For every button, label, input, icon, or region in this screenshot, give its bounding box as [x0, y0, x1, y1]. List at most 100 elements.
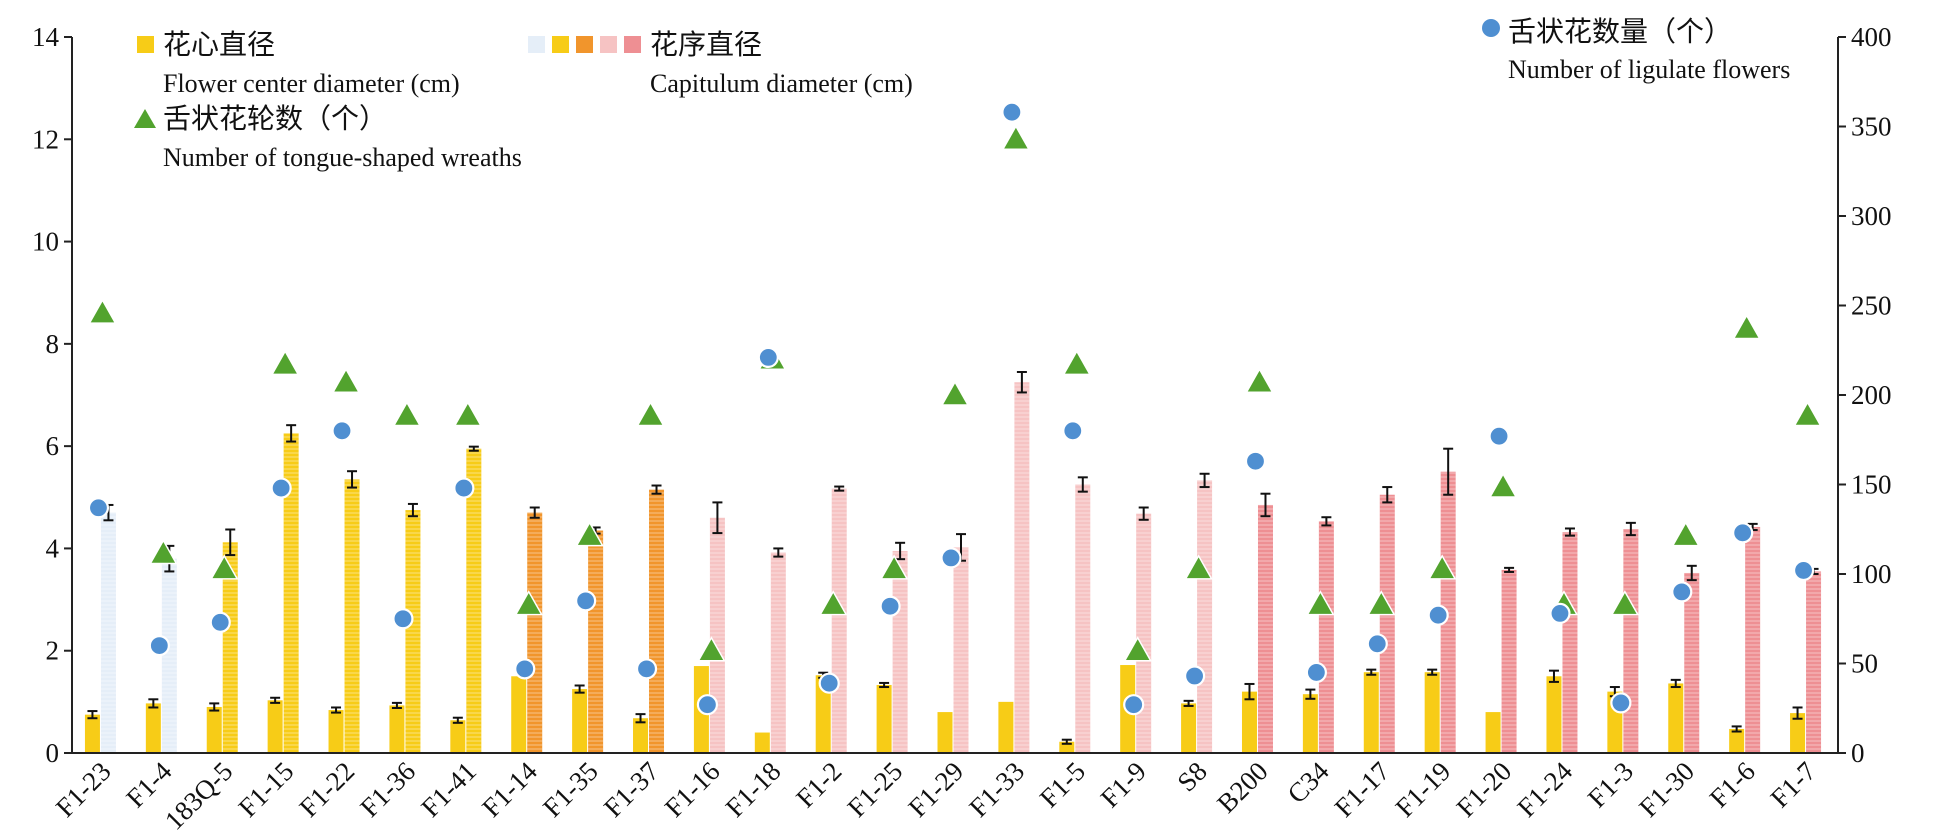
flower-center-bar	[1790, 713, 1806, 753]
left-tick-label: 4	[46, 533, 60, 563]
capitulum-error-bar	[1016, 370, 1027, 394]
x-tick-label: F1-35	[537, 756, 604, 823]
x-tick-label: F1-17	[1329, 756, 1396, 823]
x-tick-label: F1-2	[790, 756, 847, 813]
flower-center-bar	[1059, 741, 1075, 753]
ligulate-count-marker	[1732, 522, 1754, 544]
legend-capitulum-swatch	[576, 36, 593, 53]
capitulum-bar-texture	[1806, 571, 1822, 753]
ligulate-count-marker	[879, 595, 901, 617]
ligulate-count-marker	[1062, 420, 1084, 442]
ligulate-count-marker	[453, 477, 475, 499]
flower-center-bar	[84, 714, 100, 753]
wreath-count-marker	[940, 380, 970, 406]
flower-center-bar	[1181, 703, 1197, 753]
x-tick-label: F1-3	[1582, 756, 1639, 813]
wreath-count-marker	[1062, 349, 1092, 376]
legend-flower-center-en: Flower center diameter (cm)	[163, 69, 460, 98]
flower-center-error-bar	[452, 716, 463, 724]
capitulum-error-bar	[1382, 486, 1393, 504]
capitulum-error-bar	[529, 506, 540, 519]
capitulum-error-bar	[834, 485, 845, 492]
wreath-count-marker	[1245, 367, 1274, 393]
capitulum-bar-texture	[405, 510, 421, 753]
x-tick-label: F1-41	[415, 756, 482, 823]
ligulate-count-marker	[1610, 692, 1632, 714]
capitulum-bar-texture	[1257, 504, 1273, 753]
flower-center-bar	[511, 676, 527, 753]
ligulate-count-marker	[1488, 425, 1510, 447]
x-tick-label: F1-7	[1765, 756, 1822, 813]
flower-center-bar	[389, 705, 405, 753]
x-tick-label: F1-18	[720, 756, 787, 823]
capitulum-error-bar	[1443, 447, 1454, 496]
wreath-count-marker	[453, 400, 483, 427]
flower-center-error-bar	[209, 702, 220, 712]
legend-wreaths-zh: 舌状花轮数（个）	[163, 102, 387, 135]
flower-center-bar	[450, 720, 466, 753]
flower-center-bar	[754, 732, 770, 753]
capitulum-error-bar	[1138, 506, 1149, 521]
capitulum-bar-texture	[1623, 528, 1639, 753]
wreath-count-marker	[1427, 554, 1457, 580]
x-tick-label: S8	[1171, 756, 1212, 797]
ligulate-count-marker	[1183, 665, 1206, 687]
x-tick-label: F1-5	[1034, 756, 1091, 813]
x-tick-label: F1-37	[598, 756, 665, 823]
ligulate-count-marker	[575, 590, 597, 612]
right-tick-label: 50	[1851, 649, 1878, 679]
flower-center-bar	[1485, 712, 1501, 753]
capitulum-error-bar	[1077, 476, 1088, 493]
wreath-count-marker	[149, 539, 178, 565]
capitulum-bar-texture	[588, 530, 604, 753]
wreath-count-marker	[636, 400, 665, 427]
ligulate-count-marker	[818, 672, 840, 694]
legend-capitulum-swatch	[552, 36, 569, 53]
capitulum-bar-texture	[1562, 532, 1578, 753]
left-tick-label: 8	[46, 329, 60, 359]
wreath-count-marker	[1123, 636, 1152, 662]
ligulate-count-marker	[757, 346, 779, 369]
ligulate-count-marker	[87, 497, 110, 519]
x-tick-label: F1-23	[50, 756, 117, 823]
wreath-count-marker	[1488, 472, 1518, 498]
capitulum-bar-texture	[1684, 572, 1700, 753]
wreath-count-marker	[1671, 521, 1701, 547]
flower-center-bar	[206, 706, 222, 753]
legend-capitulum-swatch	[528, 36, 545, 53]
flower-center-error-bar	[574, 684, 585, 694]
capitulum-bar-texture	[466, 448, 482, 753]
x-tick-label: F1-19	[1390, 756, 1457, 823]
capitulum-error-bar	[1625, 521, 1636, 537]
x-tick-label: F1-20	[1450, 756, 1517, 823]
flower-center-error-bar	[1305, 688, 1316, 700]
x-tick-label: F1-22	[293, 756, 360, 823]
legend-ligulate-zh: 舌状花数量（个）	[1508, 15, 1732, 48]
capitulum-error-bar	[1686, 564, 1697, 582]
flower-center-error-bar	[87, 710, 98, 720]
capitulum-bar-texture	[100, 512, 116, 753]
flower-center-error-bar	[1670, 678, 1681, 689]
legend: 花心直径 Flower center diameter (cm) 花序直径 Capit…	[134, 15, 1790, 172]
wreath-count-marker	[209, 554, 239, 580]
ligulate-count-marker	[1305, 661, 1327, 684]
flower-center-error-bar	[1244, 682, 1255, 701]
capitulum-bar-texture	[1501, 569, 1517, 753]
x-tick-label: F1-6	[1704, 756, 1761, 813]
wreath-count-marker	[392, 400, 422, 427]
capitulum-error-bar	[773, 547, 784, 558]
capitulum-bar-texture	[953, 547, 969, 753]
left-tick-label: 2	[46, 636, 60, 666]
flower-center-error-bar	[635, 713, 646, 724]
flower-center-error-bar	[270, 696, 281, 704]
x-tick-label: F1-24	[1511, 756, 1578, 823]
ligulate-count-marker	[209, 611, 231, 633]
ligulate-count-marker	[1549, 602, 1571, 624]
capitulum-error-bar	[225, 528, 236, 557]
legend-wreaths-en: Number of tongue-shaped wreaths	[163, 143, 522, 172]
flower-center-error-bar	[1548, 669, 1559, 683]
right-tick-label: 300	[1851, 201, 1892, 231]
ligulate-count-marker	[1671, 581, 1693, 603]
x-tick-label: F1-33	[963, 756, 1030, 823]
